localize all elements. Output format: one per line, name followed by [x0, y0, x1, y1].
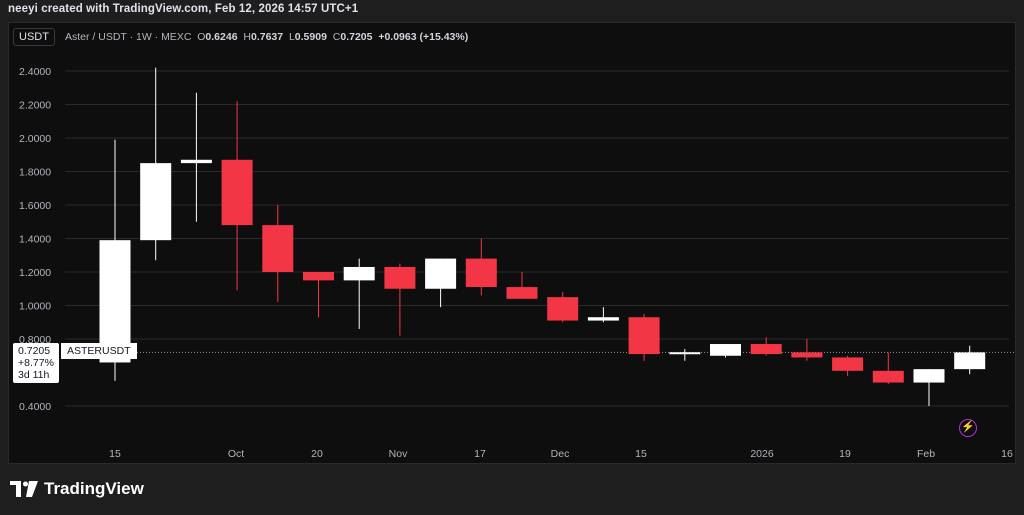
candle-body — [221, 159, 253, 226]
candle-body — [872, 370, 904, 383]
y-tick-label: 1.8000 — [19, 167, 51, 179]
x-tick-label: 15 — [109, 448, 121, 460]
last-price-change: +8.77% — [18, 357, 54, 369]
legend-open: 0.6246 — [205, 31, 238, 43]
candle-body — [384, 266, 416, 289]
tradingview-logo-icon — [10, 481, 38, 497]
x-tick-label: 15 — [635, 448, 647, 460]
candle-body — [669, 352, 701, 355]
last-price-tag: 0.7205 +8.77% 3d 11h ASTERUSDT — [13, 343, 137, 383]
legend-close-label: C — [332, 31, 341, 43]
x-tick-label: 16 — [1001, 448, 1013, 460]
lightning-icon[interactable]: ⚡ — [959, 419, 977, 437]
chart-frame[interactable]: 2.4000 2.2000 2.0000 1.8000 1.6000 1.4000 1.20… — [8, 22, 1016, 464]
x-tick-label: 20 — [311, 448, 323, 460]
last-price-value: 0.7205 — [18, 345, 51, 357]
symbol-legend: Aster / USDT · 1W · MEXC O0.6246 H0.7637… — [65, 31, 468, 43]
tradingview-brand[interactable]: TradingView — [10, 479, 144, 499]
x-tick-label: Feb — [917, 448, 935, 460]
candlestick-chart[interactable]: 2.4000 2.2000 2.0000 1.8000 1.6000 1.4000 1.20… — [9, 23, 1015, 463]
y-tick-label: 2.2000 — [19, 100, 51, 112]
candle-body — [587, 317, 619, 321]
candle-body — [343, 266, 375, 281]
legend-symbol[interactable]: Aster / USDT · 1W · MEXC — [65, 31, 192, 43]
candle-body — [913, 369, 945, 383]
legend-low-label: L — [288, 31, 295, 43]
candle-body — [710, 344, 741, 356]
y-tick-label: 2.4000 — [19, 66, 51, 78]
price-tag-symbol: ASTERUSDT — [61, 343, 137, 359]
candle-body — [628, 317, 660, 355]
y-tick-label: 1.4000 — [19, 234, 51, 246]
chart-caption: neeyi created with TradingView.com, Feb … — [8, 3, 359, 15]
legend-change: +0.0963 (+15.43%) — [378, 31, 469, 43]
candle-body — [832, 357, 864, 371]
candle-body — [547, 297, 579, 321]
candle-body — [954, 352, 986, 370]
x-tick-label: 17 — [474, 448, 486, 460]
y-tick-label: 1.6000 — [19, 200, 51, 212]
candle-body — [180, 159, 212, 164]
brand-name: TradingView — [44, 479, 144, 498]
legend-close: 0.7205 — [340, 31, 373, 43]
candle-body — [140, 163, 172, 241]
candle-body — [99, 240, 131, 363]
quote-currency-badge[interactable]: USDT — [13, 28, 55, 46]
legend-high: 0.7637 — [250, 31, 284, 43]
x-tick-label: 19 — [839, 448, 851, 460]
candle-body — [750, 344, 782, 355]
legend-high-label: H — [243, 31, 251, 43]
candle-body — [425, 258, 457, 289]
x-tick-label: Oct — [228, 448, 244, 460]
y-tick-label: 1.0000 — [19, 301, 51, 313]
candle-body — [303, 272, 334, 281]
legend-low: 0.5909 — [294, 31, 327, 43]
candle-body — [262, 225, 294, 272]
bar-countdown: 3d 11h — [18, 369, 50, 381]
candle-body — [465, 258, 497, 288]
y-tick-label: 0.4000 — [19, 401, 51, 413]
y-tick-label: 2.0000 — [19, 133, 51, 145]
y-tick-label: 1.2000 — [19, 267, 51, 279]
legend-open-label: O — [197, 31, 206, 43]
x-tick-label: Nov — [389, 448, 408, 460]
candle-body — [791, 352, 823, 358]
candle-body — [506, 287, 538, 299]
x-tick-label: 2026 — [750, 448, 774, 460]
x-tick-label: Dec — [551, 448, 570, 460]
